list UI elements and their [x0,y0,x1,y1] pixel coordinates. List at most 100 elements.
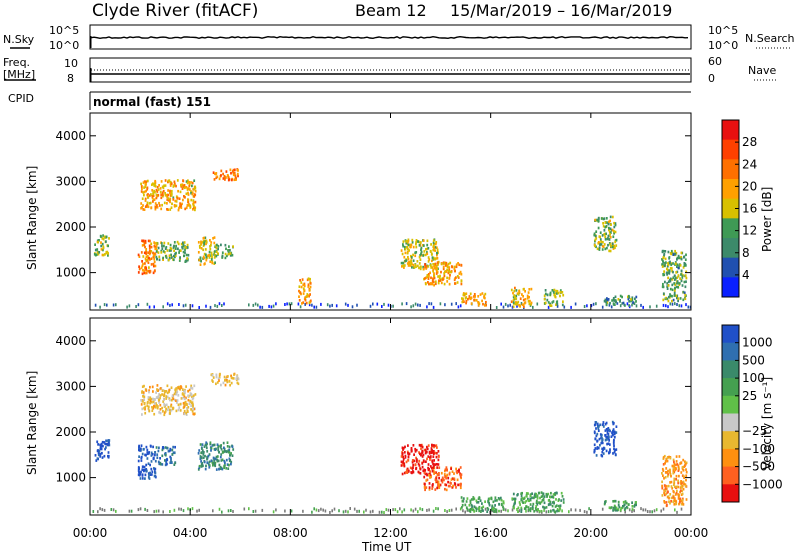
echo-cell [410,260,412,263]
echo-cell [163,413,166,417]
nsearch-bottom-tick: 10^0 [708,39,738,52]
echo-cell [675,474,678,478]
echo-cell [149,401,151,405]
echo-cell [304,296,307,299]
echo-cell [635,300,637,303]
echo-cell [666,459,669,463]
ground-scatter-cell [198,508,200,512]
echo-cell [667,469,669,473]
echo-cell [166,208,168,211]
echo-cell [434,262,437,266]
echo-cell [227,467,230,470]
echo-cell [184,196,186,199]
echo-cell [140,182,142,186]
echo-cell [613,225,616,229]
echo-cell [160,242,163,245]
ground-scatter-cell [128,304,131,308]
echo-cell [146,179,149,183]
echo-cell [199,263,202,266]
echo-cell [167,408,169,412]
echo-cell [425,267,428,270]
echo-cell [156,185,159,189]
echo-cell [442,278,444,281]
ground-scatter-cell [509,303,511,307]
y-tick-label: 1000 [55,471,86,485]
echo-cell [473,295,475,298]
echo-cell [473,293,476,296]
echo-cell [225,247,227,251]
echo-cell [155,241,158,245]
echo-cell [212,171,215,174]
echo-cell [613,245,615,249]
echo-cell [170,249,172,252]
echo-cell [525,499,528,503]
echo-cell [182,179,184,182]
echo-cell [202,453,205,456]
echo-cell [662,292,665,295]
echo-cell [670,474,672,478]
echo-cell [167,449,170,453]
echo-cell [403,255,406,259]
echo-cell [440,281,443,285]
echo-cell [635,503,637,507]
colorbar-tick-label: 500 [742,353,765,367]
echo-cell [552,496,555,499]
echo-cell [407,257,410,261]
x-tick-label: 12:00 [373,526,408,540]
echo-cell [525,492,528,495]
echo-cell [595,230,598,233]
echo-cell [173,249,175,252]
ground-scatter-cell [112,508,115,512]
echo-cell [535,501,538,505]
echo-cell [233,168,236,172]
echo-cell [148,249,151,253]
echo-cell [673,465,675,468]
echo-cell [615,244,618,247]
ground-scatter-cell [502,305,505,309]
echo-cell [448,472,451,476]
echo-cell [597,217,600,220]
echo-cell [176,390,179,394]
echo-cell [661,494,664,497]
echo-cell [529,503,532,506]
echo-cell [404,456,407,459]
echo-cell [99,455,102,458]
echo-cell [512,301,515,304]
echo-cell [549,495,552,499]
echo-cell [418,255,421,259]
echo-cell [180,204,182,207]
echo-cell [533,510,536,513]
echo-cell [681,498,684,502]
echo-cell [433,472,435,475]
echo-cell [514,296,516,299]
echo-cell [439,279,442,282]
echo-cell [192,412,195,416]
echo-cell [556,300,559,303]
echo-cell [611,299,613,302]
echo-cell [662,259,664,263]
echo-cell [419,472,422,475]
echo-cell [461,499,464,503]
echo-cell [593,448,596,452]
ground-scatter-cell [583,305,586,308]
echo-cell [150,467,153,471]
echo-cell [223,450,226,453]
echo-cell [669,501,671,505]
echo-cell [146,457,149,460]
echo-cell [199,443,202,446]
echo-cell [669,456,672,460]
echo-cell [188,188,191,191]
echo-cell [668,295,670,299]
echo-cell [145,470,148,473]
echo-cell [309,285,312,289]
echo-cell [426,252,429,256]
echo-cell [544,292,547,296]
echo-cell [605,428,608,431]
echo-cell [441,480,444,484]
ground-scatter-cell [338,509,340,513]
ground-scatter-cell [232,510,234,513]
echo-cell [150,397,153,401]
echo-cell [153,412,156,416]
echo-cell [101,440,104,444]
echo-cell [177,408,180,412]
